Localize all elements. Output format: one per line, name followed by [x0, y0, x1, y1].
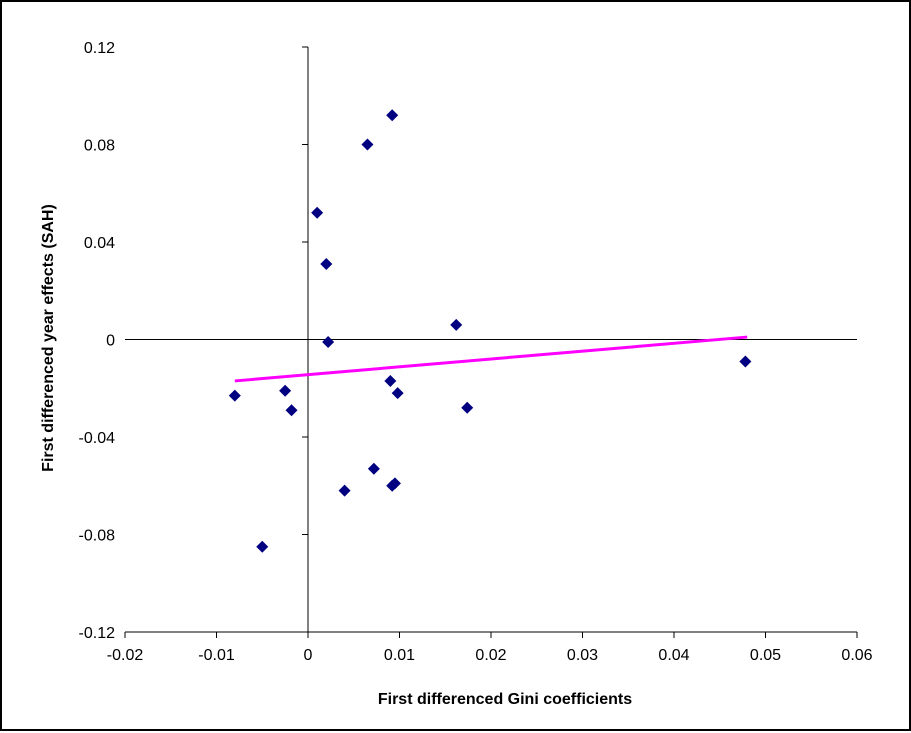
- data-point: [391, 387, 404, 400]
- data-point: [320, 257, 333, 270]
- data-point: [450, 318, 463, 331]
- y-tick-label: -0.08: [79, 528, 116, 545]
- y-tick-label: -0.04: [79, 430, 116, 447]
- x-tick-label: 0: [304, 647, 313, 664]
- data-point: [228, 389, 241, 402]
- x-tick-label: -0.02: [107, 647, 144, 664]
- y-tick-label: -0.12: [79, 625, 116, 642]
- y-tick-labels: 0.12 0.08 0.04 0 -0.04 -0.08 -0.12: [79, 40, 116, 642]
- x-tick-label: 0.05: [750, 647, 781, 664]
- data-point: [461, 401, 474, 414]
- y-axis-title: First differenced year effects (SAH): [40, 204, 57, 472]
- data-point: [311, 206, 324, 219]
- data-point: [384, 374, 397, 387]
- x-axis-title: First differenced Gini coefficients: [378, 691, 632, 708]
- x-tick-label: 0.06: [841, 647, 872, 664]
- x-tick-label: 0.02: [475, 647, 506, 664]
- trendline: [234, 335, 748, 383]
- data-point: [361, 138, 374, 151]
- data-point: [739, 355, 752, 368]
- points-layer: [228, 109, 752, 553]
- data-point: [338, 484, 351, 497]
- x-tick-label: 0.04: [658, 647, 689, 664]
- data-point: [367, 462, 380, 475]
- trendline-layer: [234, 335, 748, 383]
- x-tick-label: 0.01: [384, 647, 415, 664]
- x-tick-label: 0.03: [567, 647, 598, 664]
- data-point: [322, 335, 335, 348]
- data-point: [279, 384, 292, 397]
- y-tick-label: 0.08: [84, 138, 115, 155]
- data-point: [386, 479, 399, 492]
- x-tick-label: -0.01: [198, 647, 235, 664]
- data-point: [386, 109, 399, 122]
- y-tick-label: 0: [106, 333, 115, 350]
- data-point: [285, 404, 298, 417]
- axes: [124, 46, 858, 638]
- y-tick-label: 0.12: [84, 40, 115, 57]
- y-tick-label: 0.04: [84, 235, 115, 252]
- data-point: [256, 540, 269, 553]
- x-tick-labels: -0.02 -0.01 0 0.01 0.02 0.03 0.04 0.05 0.06: [107, 647, 873, 664]
